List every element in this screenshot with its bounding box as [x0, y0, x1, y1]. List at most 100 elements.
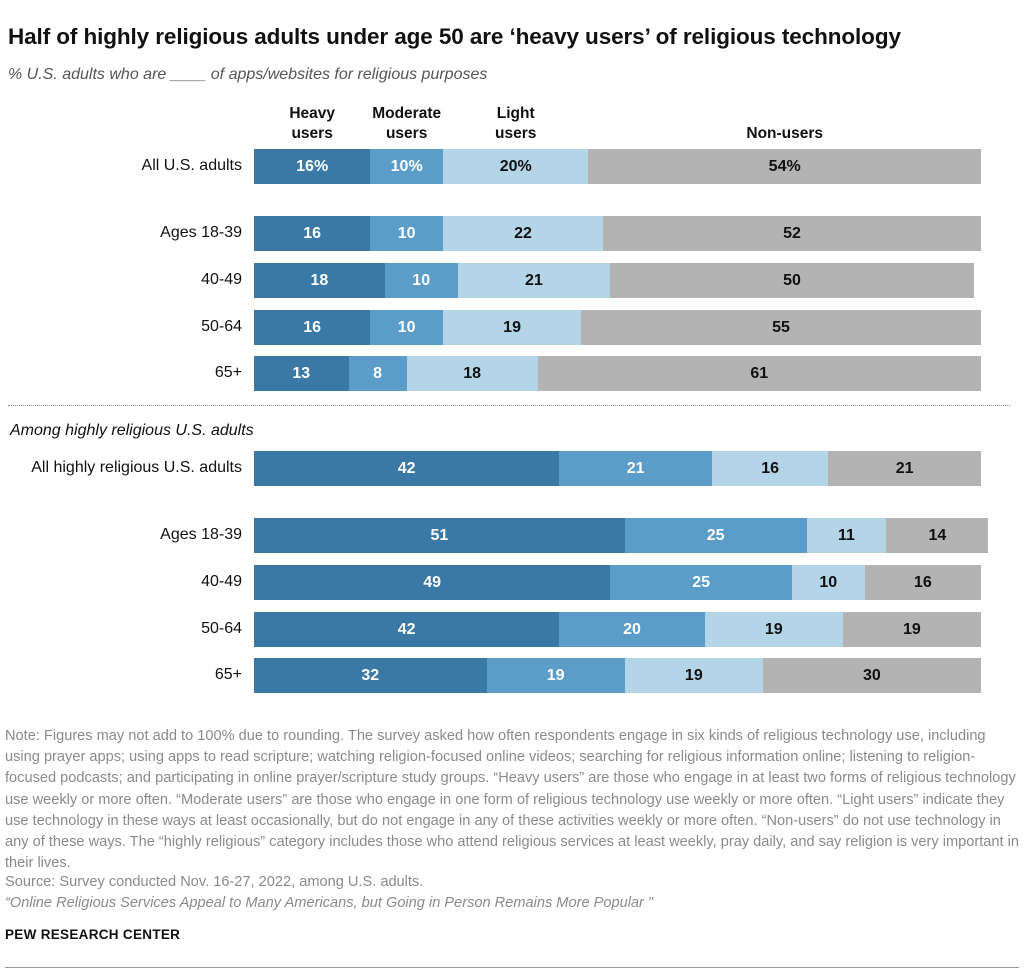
footnote-text: Note: Figures may not add to 100% due to… — [5, 728, 1019, 872]
bar-segment-light — [406, 356, 538, 391]
data-label: 61 — [750, 365, 769, 382]
bar-segment-heavy — [254, 518, 625, 553]
chart-title: Half of highly religious adults under ag… — [8, 24, 901, 49]
data-label: 21 — [524, 272, 543, 289]
data-label: 51 — [430, 527, 449, 544]
data-label: 10 — [397, 225, 416, 242]
data-label: 20 — [623, 621, 641, 638]
data-label: 10 — [819, 574, 838, 591]
bar-segment-heavy — [254, 310, 371, 345]
data-label: 42 — [397, 621, 416, 638]
data-label: 11 — [838, 527, 855, 544]
data-label: 55 — [772, 319, 790, 336]
bar-segment-moderate — [384, 263, 458, 298]
footer-rule — [5, 967, 1019, 968]
data-label: 8 — [373, 365, 383, 382]
legend-light: Light users — [495, 105, 537, 142]
footnote: Note: Figures may not add to 100% due to… — [5, 726, 1020, 874]
bar-segment-heavy — [254, 149, 371, 184]
data-label: 19 — [684, 667, 703, 684]
bar-segment-moderate — [370, 216, 443, 251]
bar-segment-heavy — [254, 216, 371, 251]
data-label: 16% — [296, 158, 329, 175]
row-label: 50-64 — [201, 318, 242, 335]
bar-segment-non — [864, 565, 981, 600]
data-label: 20% — [499, 158, 532, 175]
source-text: Source: Survey conducted Nov. 16-27, 202… — [5, 874, 424, 890]
data-label: 30 — [863, 667, 881, 684]
row-label: 50-64 — [201, 620, 242, 637]
data-label: 49 — [423, 574, 441, 591]
data-label: 19 — [546, 667, 565, 684]
data-label: 19 — [903, 621, 921, 638]
bar-segment-light — [704, 612, 843, 647]
bar-segment-heavy — [254, 451, 560, 486]
legend-heavy: Heavy users — [289, 105, 335, 142]
bar-segment-non — [537, 356, 981, 391]
bar-segment-light — [443, 310, 582, 345]
data-label: 25 — [692, 574, 710, 591]
row-label: All U.S. adults — [141, 157, 242, 174]
bar-segment-light — [457, 263, 611, 298]
data-label: 19 — [503, 319, 521, 336]
row-label: 40-49 — [201, 573, 242, 590]
bar-segment-light — [791, 565, 865, 600]
row-label: 65+ — [214, 364, 242, 381]
data-label: 22 — [514, 225, 532, 242]
data-label: 14 — [928, 527, 947, 544]
bar-segment-light — [443, 149, 589, 184]
row-label: 40-49 — [201, 271, 242, 288]
bar-segment-non — [828, 451, 981, 486]
bar-segment-heavy — [254, 263, 385, 298]
brand-name: PEW RESEARCH CENTER — [5, 927, 181, 942]
bar-segment-non — [588, 149, 981, 184]
bar-segment-heavy — [254, 612, 560, 647]
report-title: “Online Religious Services Appeal to Man… — [5, 895, 653, 911]
bar-segment-heavy — [254, 658, 487, 693]
data-label: 25 — [706, 527, 725, 544]
data-label: 16 — [761, 460, 780, 477]
row-label: Ages 18-39 — [160, 526, 242, 543]
bar-segment-non — [842, 612, 981, 647]
data-label: 13 — [292, 365, 311, 382]
bar-segment-light — [624, 658, 763, 693]
bar-segment-moderate — [624, 518, 807, 553]
bar-segment-non — [762, 658, 981, 693]
data-label: 10% — [390, 158, 423, 175]
bar-segment-light — [806, 518, 887, 553]
bar-segment-moderate — [610, 565, 792, 600]
data-label: 16 — [303, 319, 322, 336]
bar-segment-non — [610, 263, 974, 298]
bar-segment-moderate — [486, 658, 625, 693]
data-label: 10 — [397, 319, 416, 336]
bar-segment-non — [602, 216, 981, 251]
data-label: 18 — [310, 272, 329, 289]
bar-segment-heavy — [254, 356, 349, 391]
data-label: 32 — [361, 667, 380, 684]
bar-segment-heavy — [254, 565, 611, 600]
data-label: 52 — [783, 225, 801, 242]
bar-segment-non — [581, 310, 981, 345]
data-label: 19 — [764, 621, 783, 638]
data-label: 10 — [412, 272, 431, 289]
data-label: 50 — [783, 272, 801, 289]
data-label: 54% — [768, 158, 801, 175]
section-title-highly-religious: Among highly religious U.S. adults — [10, 422, 254, 439]
legend-moderate: Moderate users — [372, 105, 442, 142]
bar-segment-moderate — [559, 451, 712, 486]
data-label: 21 — [895, 460, 914, 477]
data-label: 21 — [626, 460, 645, 477]
row-label: All highly religious U.S. adults — [31, 459, 242, 476]
bar-segment-moderate — [370, 149, 443, 184]
legend-non: Non-users — [746, 125, 824, 142]
bar-segment-light — [443, 216, 603, 251]
section-divider — [8, 405, 1010, 406]
data-label: 18 — [463, 365, 481, 382]
data-label: 16 — [303, 225, 322, 242]
bar-segment-moderate — [370, 310, 443, 345]
bar-segment-moderate — [559, 612, 705, 647]
row-label: Ages 18-39 — [160, 224, 242, 241]
row-label: 65+ — [214, 666, 242, 683]
data-label: 16 — [913, 574, 932, 591]
chart-subtitle: % U.S. adults who are ____ of apps/websi… — [8, 66, 488, 83]
